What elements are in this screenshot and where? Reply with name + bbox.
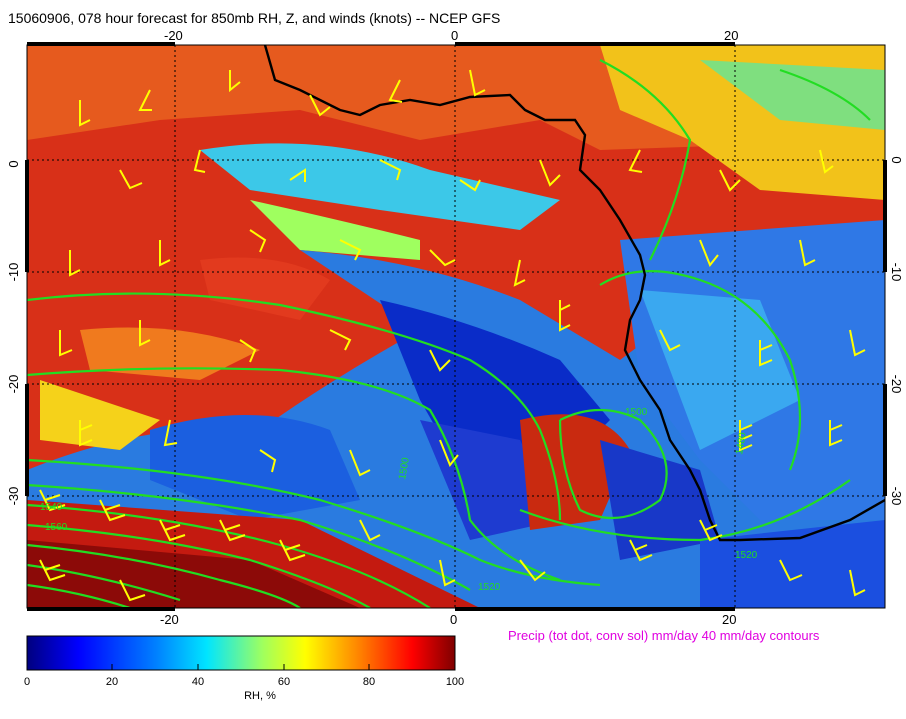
top-lon-tick: -20: [164, 28, 183, 43]
contour-label: 1480: [734, 431, 749, 455]
colorbar: [26, 635, 456, 671]
left-lat-tick: -10: [6, 263, 21, 282]
colorbar-tick: 20: [105, 676, 119, 688]
graticule: [27, 45, 885, 608]
colorbar-label: RH, %: [244, 690, 276, 702]
left-lat-tick: 0: [6, 160, 21, 167]
map-title: 15060906, 078 hour forecast for 850mb RH…: [8, 10, 501, 26]
colorbar-tick: 0: [23, 676, 31, 688]
bottom-lon-tick: 0: [450, 612, 457, 627]
frame-ticks: [25, 42, 887, 611]
right-lat-tick: 0: [889, 156, 904, 163]
top-lon-tick: 0: [451, 28, 458, 43]
wind-barbs: [39, 69, 866, 602]
right-lat-tick: -30: [889, 487, 904, 506]
contour-labels: 1500 1500 1520 1520 1540 1560 1480: [40, 407, 758, 593]
height-contours: [27, 59, 871, 608]
colorbar-tick: 60: [277, 676, 291, 688]
right-lat-tick: -20: [889, 375, 904, 394]
bottom-lon-tick: -20: [160, 612, 179, 627]
contour-label: 1560: [45, 522, 68, 533]
contour-label: 1540: [40, 502, 63, 513]
colorbar-tick: 40: [191, 676, 205, 688]
contour-label: 1500: [397, 456, 412, 480]
left-lat-tick: -30: [6, 487, 21, 506]
colorbar-ticks: [111, 664, 370, 670]
contour-label: 1520: [735, 550, 758, 561]
colorbar-tick: 80: [362, 676, 376, 688]
colorbar-tick: 100: [445, 676, 465, 688]
right-lat-tick: -10: [889, 263, 904, 282]
contour-label: 1500: [625, 407, 648, 418]
bottom-lon-tick: 20: [722, 612, 736, 627]
left-lat-tick: -20: [6, 375, 21, 394]
top-lon-tick: 20: [724, 28, 738, 43]
precip-note: Precip (tot dot, conv sol) mm/day 40 mm/…: [508, 628, 820, 643]
contour-label: 1520: [478, 582, 501, 593]
axis-labels: -20 0 20 -20 0 20 0 -10 -20 -30 0 -10 -2…: [6, 28, 904, 627]
rh-field: [27, 45, 885, 608]
coastline: [263, 45, 885, 542]
